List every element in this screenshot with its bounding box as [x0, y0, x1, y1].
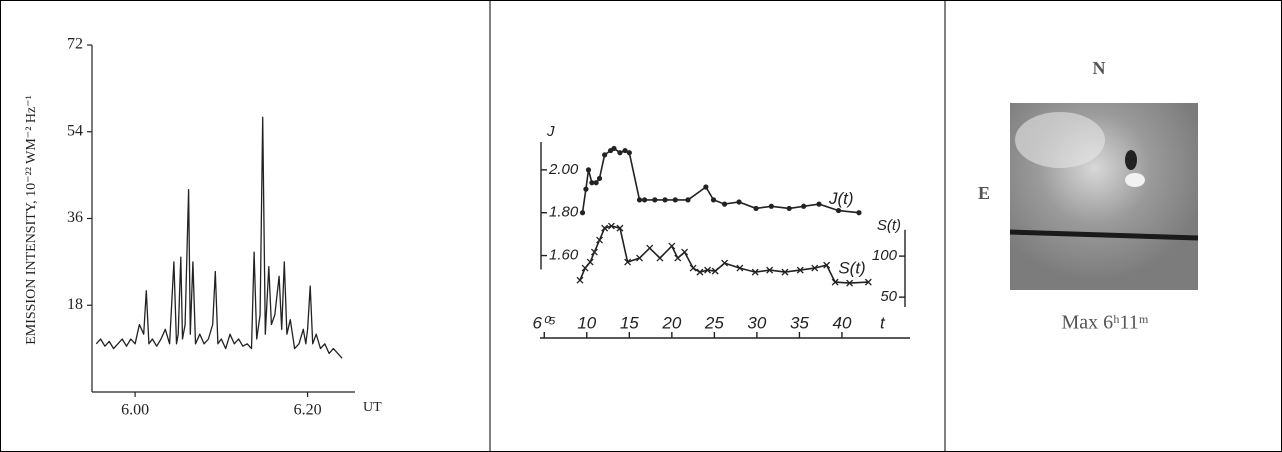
x-tick-label: 6⁰⁵	[533, 313, 556, 332]
data-point	[581, 264, 589, 272]
data-point	[736, 199, 742, 205]
data-point	[801, 203, 807, 209]
x-tick-label: 25	[704, 313, 724, 332]
bright-spot	[1125, 173, 1145, 187]
data-point	[596, 236, 603, 244]
data-point	[831, 278, 839, 286]
data-point	[589, 180, 595, 186]
y-axis-label: J	[546, 123, 555, 140]
data-point	[721, 259, 729, 267]
x-tick-label: 6.00	[121, 402, 149, 419]
north-label: N	[1093, 58, 1106, 78]
east-label: E	[978, 183, 990, 203]
data-point	[576, 276, 584, 284]
data-point	[617, 150, 623, 156]
data-point	[583, 186, 589, 192]
data-point	[736, 264, 744, 272]
x-tick-label: 35	[790, 313, 809, 332]
data-point	[710, 197, 717, 203]
data-point	[579, 210, 586, 216]
data-point	[811, 264, 819, 272]
solar-image: N E Max 6ʰ11ᵐ	[978, 58, 1199, 334]
data-point	[607, 222, 615, 230]
data-point	[611, 145, 617, 152]
data-point	[751, 268, 759, 276]
dark-spot	[1125, 150, 1137, 170]
data-point	[601, 224, 609, 232]
data-point	[704, 266, 712, 274]
x-tick-label: 10	[577, 313, 596, 332]
caption: Max 6ʰ11ᵐ	[1061, 312, 1148, 334]
y-tick-label: 2.00	[548, 161, 579, 178]
data-point	[626, 150, 632, 156]
series-label: S(t)	[838, 259, 865, 278]
data-point	[766, 266, 774, 274]
data-point	[781, 268, 789, 276]
data-point	[856, 210, 862, 216]
x-tick-label: 6.20	[294, 402, 322, 419]
y2-tick-label: 50	[880, 288, 897, 305]
y-tick-label: 18	[67, 296, 83, 313]
data-point	[753, 205, 759, 212]
data-point	[681, 248, 689, 256]
data-point	[689, 264, 697, 272]
data-point	[624, 258, 632, 266]
data-point	[652, 197, 658, 203]
series-line	[579, 225, 869, 284]
data-point	[593, 180, 599, 186]
y-tick-label: 72	[67, 36, 83, 53]
data-point	[846, 279, 854, 287]
x-tick-label: 15	[620, 313, 639, 332]
data-point	[711, 267, 719, 275]
y-tick-label: 54	[67, 122, 83, 139]
data-point	[596, 175, 603, 182]
data-point	[585, 167, 592, 173]
y-tick-label: 36	[67, 209, 83, 226]
scan-line	[1009, 229, 1199, 241]
bright-region	[1015, 112, 1105, 168]
emission-line	[95, 116, 343, 359]
data-point	[646, 244, 654, 252]
data-point	[703, 184, 709, 190]
data-point	[685, 197, 691, 203]
data-point	[586, 258, 594, 266]
data-point	[721, 201, 728, 207]
data-point	[622, 147, 628, 154]
data-point	[768, 203, 774, 209]
data-point	[590, 248, 598, 256]
data-point	[656, 254, 664, 262]
data-point	[823, 261, 831, 269]
data-point	[642, 197, 648, 203]
data-point	[674, 254, 682, 262]
x-tick-label: 40	[832, 313, 851, 332]
x-tick-label: 30	[747, 313, 766, 332]
data-point	[636, 197, 643, 203]
x-axis-label: UT	[363, 400, 382, 415]
y2-axis-label: S(t)	[877, 217, 901, 234]
data-point	[616, 224, 624, 232]
data-point	[835, 207, 842, 214]
data-point	[816, 201, 822, 207]
data-point	[672, 197, 678, 203]
data-point	[864, 278, 872, 286]
x-tick-label: 20	[661, 313, 681, 332]
data-point	[796, 266, 804, 274]
data-point	[602, 152, 608, 158]
data-point	[786, 205, 792, 212]
data-point	[696, 268, 704, 276]
y2-tick-label: 100	[872, 247, 898, 264]
x-axis-label: t	[880, 313, 886, 332]
y-tick-label: 1.80	[549, 204, 579, 221]
y-tick-label: 1.60	[549, 247, 579, 264]
data-point	[636, 254, 643, 262]
y-axis-label: EMISSION INTENSITY, 10⁻²² WM⁻² Hz⁻¹	[24, 95, 39, 345]
data-point	[668, 242, 676, 250]
series-label: J(t)	[828, 189, 854, 208]
data-point	[662, 197, 668, 203]
